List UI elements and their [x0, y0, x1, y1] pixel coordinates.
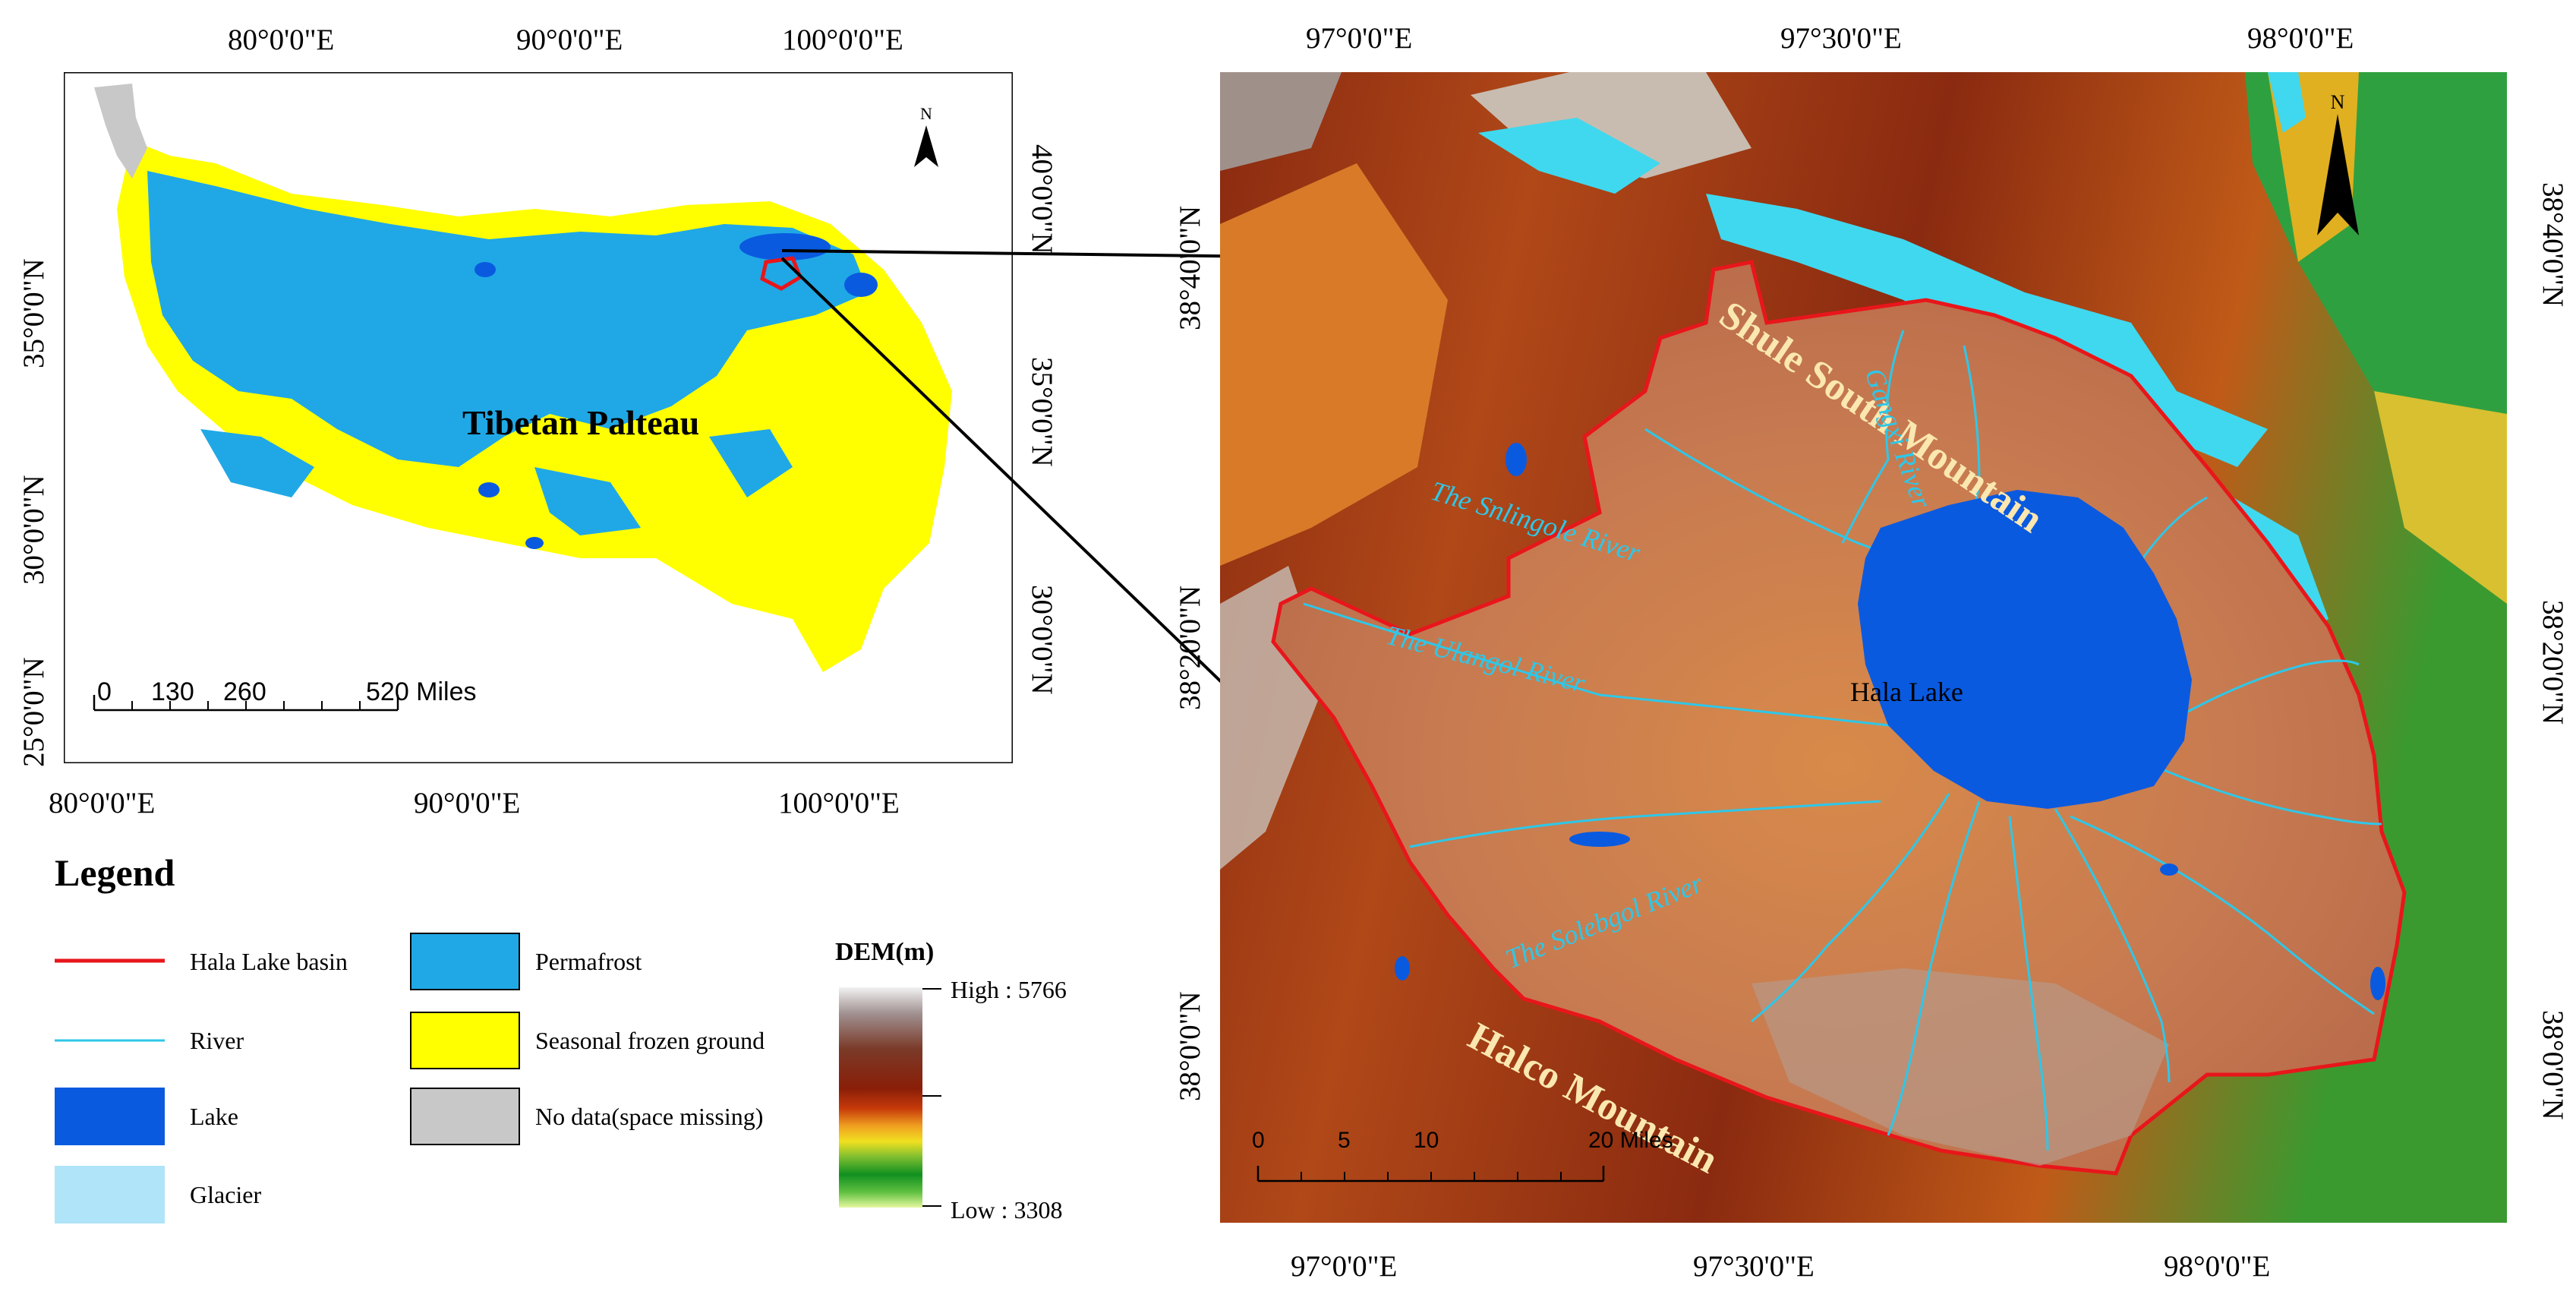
overview-map-canvas: N: [62, 71, 1014, 765]
left-top-tick: 90°0'0"E: [516, 24, 623, 56]
dem-title: DEM(m): [835, 938, 935, 966]
right-bottom-tick: 97°0'0"E: [1291, 1250, 1398, 1283]
no-data-area: [94, 84, 147, 178]
legend-swatch-permafrost: [410, 933, 520, 990]
lake-label: Hala Lake: [1850, 677, 1963, 707]
legend-label-basin: Hala Lake basin: [190, 948, 348, 975]
lake-shape: [478, 482, 500, 497]
right-right-tick: 38°0'0"N: [2537, 1010, 2569, 1120]
detail-scale-bar: [1256, 1166, 1605, 1182]
dem-low: Low : 3308: [951, 1196, 1063, 1223]
lake-shape: [2370, 967, 2385, 1000]
hala-lake-basin: [1271, 260, 2407, 1176]
scale-label-520: 520 Miles: [366, 677, 477, 706]
detail-scale-20: 20 Miles: [1588, 1128, 1673, 1153]
north-label: N: [920, 104, 932, 123]
legend-title: Legend: [55, 851, 175, 894]
scale-bar: [93, 695, 399, 712]
right-right-tick: 38°40'0"N: [2537, 182, 2569, 308]
lake-shape: [1506, 443, 1527, 476]
hala-lake: [1858, 490, 2192, 809]
legend-label-glacier: Glacier: [190, 1181, 262, 1208]
hala-lake-basin-marker: [760, 256, 803, 291]
legend-swatch-basin: [55, 958, 165, 963]
lake-shape: [475, 262, 496, 277]
right-bottom-tick: 97°30'0"E: [1693, 1250, 1815, 1283]
left-top-tick: 100°0'0"E: [782, 24, 903, 56]
left-bottom-tick: 80°0'0"E: [49, 787, 156, 819]
right-right-tick: 38°20'0"N: [2537, 600, 2569, 725]
legend-swatch-river: [55, 1039, 165, 1042]
dem-high: High : 5766: [951, 976, 1067, 1003]
detail-map-canvas: N: [1220, 72, 2507, 1223]
glacier-area: [2268, 72, 2306, 133]
permafrost-area: [147, 171, 869, 467]
legend-swatch-nodata: [410, 1088, 520, 1145]
legend-label-seasonal: Seasonal frozen ground: [535, 1027, 765, 1054]
north-label-detail: N: [2331, 91, 2345, 113]
overview-map: N Tibetan Palteau 0 130 260 520 Miles: [62, 71, 1014, 765]
dem-color-ramp: [839, 987, 922, 1208]
lake-shape: [739, 233, 831, 260]
scale-label-260: 260: [223, 677, 266, 706]
permafrost-patch: [200, 429, 314, 497]
permafrost-patch: [709, 429, 793, 497]
region-label: Tibetan Palteau: [462, 403, 700, 442]
scale-label-130: 130: [151, 677, 194, 706]
legend-label-river: River: [190, 1027, 244, 1054]
north-arrow-icon: [2317, 114, 2359, 235]
right-top-tick: 98°0'0"E: [2247, 22, 2354, 55]
scale-label-0: 0: [97, 677, 112, 706]
glacier-area: [1478, 118, 1660, 194]
detail-map: N Hala Lake Shule South Mountain Halco M…: [1220, 72, 2507, 1223]
right-bottom-tick: 98°0'0"E: [2164, 1250, 2271, 1283]
dem-ticks: [922, 988, 941, 1207]
left-bottom-tick: 100°0'0"E: [778, 787, 900, 819]
lake-shape: [525, 537, 544, 549]
right-left-tick: 38°0'0"N: [1174, 991, 1206, 1101]
legend-label-permafrost: Permafrost: [535, 948, 642, 975]
lake-shape: [1395, 956, 1410, 980]
legend-swatch-lake: [55, 1088, 165, 1145]
left-top-tick: 80°0'0"E: [228, 24, 335, 56]
permafrost-patch: [534, 467, 641, 535]
right-left-tick: 38°40'0"N: [1174, 205, 1206, 330]
detail-scale-10: 10: [1414, 1128, 1439, 1153]
legend-swatch-glacier: [55, 1166, 165, 1223]
right-top-tick: 97°30'0"E: [1780, 22, 1902, 55]
left-bottom-tick: 90°0'0"E: [414, 787, 521, 819]
detail-scale-0: 0: [1252, 1128, 1265, 1153]
right-top-tick: 97°0'0"E: [1306, 22, 1413, 55]
lake-shape: [844, 273, 878, 297]
right-left-tick: 38°20'0"N: [1174, 585, 1206, 710]
detail-scale-5: 5: [1338, 1128, 1351, 1153]
lake-shape: [2160, 864, 2178, 876]
legend-label-lake: Lake: [190, 1103, 238, 1130]
legend-swatch-seasonal: [410, 1012, 520, 1069]
lake-shape: [1569, 832, 1630, 847]
north-arrow-icon: [914, 125, 938, 167]
legend-label-nodata: No data(space missing): [535, 1103, 764, 1130]
